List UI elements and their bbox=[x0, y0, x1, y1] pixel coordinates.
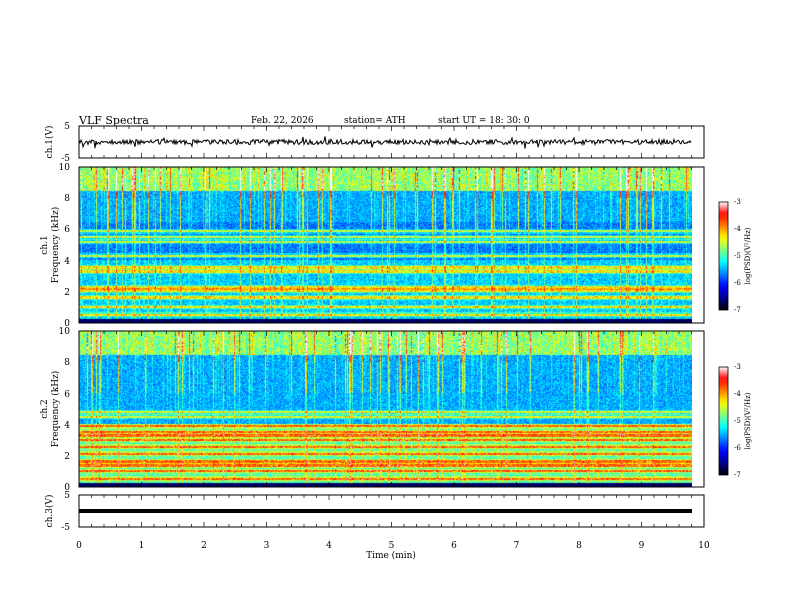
xtick-7: 7 bbox=[514, 541, 520, 551]
x-axis-label: Time (min) bbox=[366, 550, 416, 561]
xtick-3: 3 bbox=[264, 541, 270, 551]
ch1-ytick-bottom: -5 bbox=[61, 154, 70, 164]
spec2-ytick-4: 4 bbox=[64, 421, 70, 431]
spec1-ylabel-frequency: Frequency (kHz) bbox=[50, 207, 61, 284]
cb1-tick-m7: -7 bbox=[734, 306, 741, 314]
ch1-waveform-ylabel: ch.1(V) bbox=[44, 126, 55, 159]
ch1-waveform-line bbox=[78, 136, 692, 149]
ch1-ytick-top: 5 bbox=[64, 122, 70, 132]
ch1-waveform-panel: 5 -5 ch.1(V) bbox=[44, 122, 705, 164]
start-time-label: start UT = 18: 30: 0 bbox=[438, 116, 530, 126]
xtick-8: 8 bbox=[576, 541, 582, 551]
cb1-label: log(PSD)(V²/Hz) bbox=[744, 227, 752, 284]
spec1-ytick-10: 10 bbox=[59, 163, 71, 173]
spec2-ylabel-frequency: Frequency (kHz) bbox=[50, 371, 61, 448]
ch2-colorbar-gradient bbox=[718, 366, 729, 476]
station-label: station= ATH bbox=[344, 116, 406, 126]
ch2-spectrogram-panel: 0 2 4 6 8 10 ch.2 Frequency (kHz) bbox=[40, 327, 705, 493]
spec1-ytick-2: 2 bbox=[64, 288, 70, 298]
cb1-tick-m5: -5 bbox=[734, 252, 741, 260]
spec2-ylabel-channel: ch.2 bbox=[40, 399, 50, 418]
xtick-9: 9 bbox=[639, 541, 645, 551]
ch3-waveform-ylabel: ch.3(V) bbox=[44, 495, 55, 528]
spec1-ytick-8: 8 bbox=[64, 194, 70, 204]
xtick-0: 0 bbox=[76, 541, 82, 551]
date-label: Feb. 22, 2026 bbox=[251, 116, 314, 126]
cb1-tick-m6: -6 bbox=[734, 279, 741, 287]
spec2-ytick-6: 6 bbox=[64, 390, 70, 400]
spec2-ytick-0: 0 bbox=[64, 483, 70, 493]
ch1-spectrogram-image bbox=[79, 167, 692, 323]
chart-title: VLF Spectra bbox=[78, 114, 149, 127]
cb2-tick-m3: -3 bbox=[734, 363, 741, 371]
ch2-colorbar: -3 -4 -5 -6 -7 log(PSD)(V²/Hz) bbox=[718, 363, 752, 479]
xtick-1: 1 bbox=[139, 541, 145, 551]
spec1-ytick-4: 4 bbox=[64, 257, 70, 267]
ch2-spectrogram-image bbox=[79, 331, 692, 487]
spec1-ytick-0: 0 bbox=[64, 319, 70, 329]
spec1-ytick-6: 6 bbox=[64, 225, 70, 235]
xtick-5: 5 bbox=[389, 541, 395, 551]
ch1-colorbar: -3 -4 -5 -6 -7 log(PSD)(V²/Hz) bbox=[718, 198, 752, 314]
x-axis: 0 1 2 3 4 5 6 7 8 9 10 Time (min) bbox=[76, 541, 710, 561]
cb2-tick-m7: -7 bbox=[734, 471, 741, 479]
cb2-tick-m4: -4 bbox=[734, 390, 741, 398]
cb1-tick-m3: -3 bbox=[734, 198, 741, 206]
cb2-label: log(PSD)(V²/Hz) bbox=[744, 392, 752, 449]
xtick-10: 10 bbox=[698, 541, 710, 551]
xtick-6: 6 bbox=[451, 541, 457, 551]
xtick-2: 2 bbox=[201, 541, 207, 551]
ch3-ytick-top: 5 bbox=[64, 491, 70, 501]
cb1-tick-m4: -4 bbox=[734, 225, 741, 233]
xtick-4: 4 bbox=[326, 541, 332, 551]
ch3-ytick-bottom: -5 bbox=[61, 523, 70, 533]
spec2-ytick-2: 2 bbox=[64, 452, 70, 462]
spec2-ytick-10: 10 bbox=[59, 327, 71, 337]
cb2-tick-m6: -6 bbox=[734, 444, 741, 452]
ch1-spectrogram-panel: 0 2 4 6 8 10 ch.1 Frequency (kHz) bbox=[40, 163, 705, 329]
ch3-waveform-panel: 5 -5 ch.3(V) bbox=[44, 491, 705, 533]
cb2-tick-m5: -5 bbox=[734, 417, 741, 425]
x-minor-ticks bbox=[78, 126, 705, 527]
ch1-colorbar-gradient bbox=[718, 201, 729, 311]
spec2-ytick-8: 8 bbox=[64, 358, 70, 368]
spec1-ylabel-channel: ch.1 bbox=[40, 235, 50, 254]
